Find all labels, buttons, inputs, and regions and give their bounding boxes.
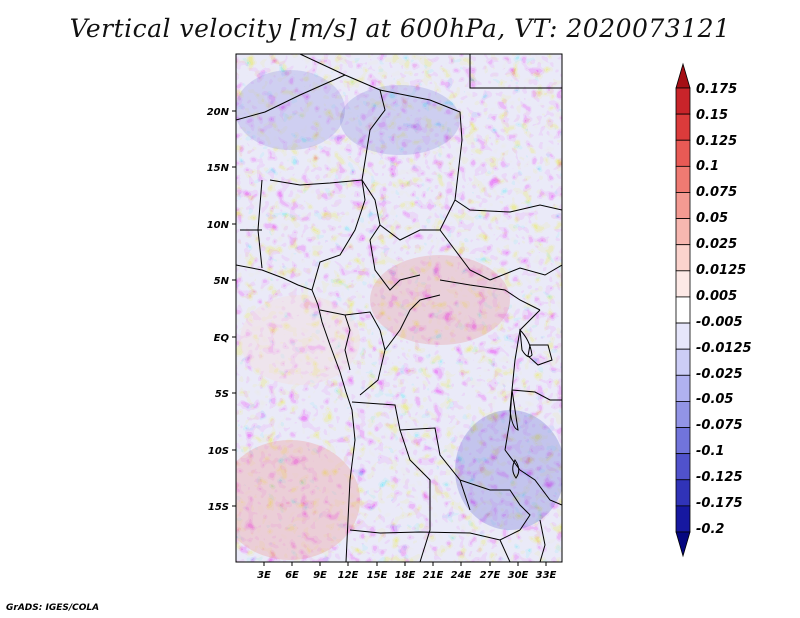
colorbar: 0.175 0.15 0.125 0.1 0.075 0.05 0.025 0.…	[675, 62, 752, 558]
grads-credit: GrADS: IGES/COLA	[6, 603, 100, 613]
colorbar-label: -0.05	[696, 392, 733, 407]
colorbar-swatch	[675, 427, 691, 455]
colorbar-bottom-arrow	[675, 531, 691, 558]
colorbar-swatch	[675, 453, 691, 481]
lon-label-27e: 27E	[480, 570, 501, 581]
colorbar-label: 0.125	[696, 134, 737, 149]
lon-label-6e: 6E	[285, 570, 299, 581]
lon-label-24e: 24E	[451, 570, 472, 581]
lat-label-5s: 5S	[215, 389, 229, 400]
map-title: Vertical velocity [m/s] at 600hPa, VT: 2…	[69, 14, 731, 43]
colorbar-swatch	[675, 505, 691, 533]
lon-label-3e: 3E	[257, 570, 271, 581]
lat-label-10n: 10N	[207, 220, 230, 231]
latitude-axis	[232, 110, 236, 507]
colorbar-label: -0.125	[696, 470, 743, 485]
lon-label-12e: 12E	[338, 570, 359, 581]
colorbar-swatch	[675, 113, 691, 141]
lat-label-15s: 15S	[208, 502, 229, 513]
colorbar-label: 0.075	[696, 185, 737, 200]
colorbar-label: -0.175	[696, 496, 743, 511]
latitude-labels: 20N 15N 10N 5N EQ 5S 10S 15S	[207, 107, 230, 513]
lon-label-33e: 33E	[536, 570, 557, 581]
colorbar-swatch	[675, 139, 691, 167]
colorbar-label: -0.005	[696, 315, 743, 330]
colorbar-swatch	[675, 244, 691, 272]
colorbar-label: 0.1	[696, 159, 719, 174]
colorbar-label: 0.05	[696, 211, 728, 226]
lat-label-eq: EQ	[214, 333, 230, 344]
lon-label-9e: 9E	[313, 570, 327, 581]
colorbar-label: 0.15	[696, 108, 728, 123]
colorbar-label: 0.175	[696, 82, 737, 97]
colorbar-swatch	[675, 192, 691, 219]
colorbar-label: -0.2	[696, 522, 724, 537]
colorbar-swatch	[675, 322, 691, 350]
colorbar-swatch	[675, 218, 691, 246]
colorbar-swatch	[675, 296, 691, 324]
longitude-axis	[263, 562, 547, 566]
map-frame	[235, 53, 563, 563]
colorbar-label: 0.0125	[696, 263, 746, 278]
lat-label-5n: 5N	[214, 276, 230, 287]
colorbar-label: -0.025	[696, 367, 743, 382]
colorbar-swatch	[675, 165, 691, 193]
colorbar-label: -0.1	[696, 444, 724, 459]
colorbar-label: 0.025	[696, 237, 737, 252]
lat-label-10s: 10S	[208, 446, 229, 457]
lon-label-18e: 18E	[395, 570, 416, 581]
colorbar-swatch	[675, 479, 691, 507]
colorbar-label: 0.005	[696, 289, 737, 304]
vertical-velocity-field	[236, 54, 562, 562]
colorbar-swatch	[675, 401, 691, 428]
colorbar-top-arrow	[675, 62, 691, 89]
colorbar-swatch	[675, 374, 691, 402]
colorbar-swatch	[675, 270, 691, 298]
colorbar-swatch	[675, 87, 691, 115]
longitude-labels: 3E 6E 9E 12E 15E 18E 21E 24E 27E 30E 33E	[257, 570, 556, 581]
lat-label-15n: 15N	[207, 163, 230, 174]
colorbar-label: -0.075	[696, 418, 743, 433]
lon-label-30e: 30E	[508, 570, 529, 581]
lon-label-15e: 15E	[367, 570, 388, 581]
country-borders	[236, 54, 562, 562]
lon-label-21e: 21E	[423, 570, 444, 581]
colorbar-swatch	[675, 348, 691, 376]
lat-label-20n: 20N	[207, 107, 230, 118]
colorbar-label: -0.0125	[696, 341, 752, 356]
